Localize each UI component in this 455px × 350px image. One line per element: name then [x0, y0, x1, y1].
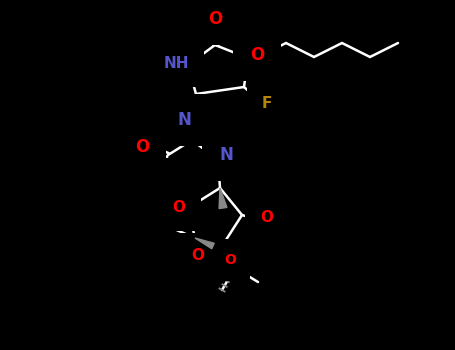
Text: O: O	[250, 46, 264, 64]
Text: O: O	[208, 10, 222, 28]
Text: N: N	[219, 146, 233, 164]
Text: NH: NH	[163, 56, 189, 71]
Text: O: O	[135, 138, 149, 156]
Polygon shape	[219, 188, 227, 209]
Text: O: O	[172, 201, 186, 216]
Text: O: O	[261, 210, 273, 225]
Text: F: F	[262, 96, 272, 111]
Text: O: O	[192, 248, 204, 264]
Text: O: O	[224, 253, 236, 267]
Polygon shape	[195, 238, 214, 249]
Text: N: N	[177, 111, 191, 129]
